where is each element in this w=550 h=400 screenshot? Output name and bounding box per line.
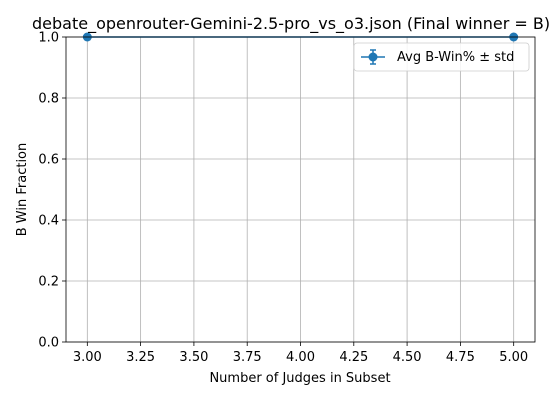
x-tick-label: 4.75 <box>446 350 475 365</box>
y-tick-label: 0.8 <box>38 92 59 107</box>
x-tick-label: 4.00 <box>286 350 315 365</box>
x-tick-label: 3.50 <box>179 350 208 365</box>
x-tick-label: 4.25 <box>339 350 368 365</box>
legend-handle <box>361 49 385 65</box>
legend-marker <box>368 52 378 62</box>
x-tick-label: 5.00 <box>499 350 528 365</box>
y-tick-label: 0.0 <box>38 336 59 351</box>
x-tick-label: 3.75 <box>233 350 262 365</box>
y-tick-label: 0.6 <box>38 153 59 168</box>
legend: Avg B-Win% ± std <box>353 42 530 72</box>
ticks: 3.00 3.25 3.50 3.75 4.00 4.25 4.50 4.75 5.00 0.0 0… <box>38 31 528 366</box>
y-tick-label: 0.4 <box>38 214 59 229</box>
y-axis-label: B Win Fraction <box>15 143 30 237</box>
grid <box>66 36 535 343</box>
legend-box <box>353 42 530 72</box>
legend-label: Avg B-Win% ± std <box>397 50 514 65</box>
chart-title: debate_openrouter-Gemini-2.5-pro_vs_o3.j… <box>32 14 550 34</box>
x-tick-label: 3.25 <box>126 350 155 365</box>
y-tick-label: 0.2 <box>38 275 59 290</box>
x-tick-label: 4.50 <box>393 350 422 365</box>
x-tick-label: 3.00 <box>73 350 102 365</box>
x-axis-label: Number of Judges in Subset <box>209 371 390 386</box>
y-tick-label: 1.0 <box>38 31 59 46</box>
